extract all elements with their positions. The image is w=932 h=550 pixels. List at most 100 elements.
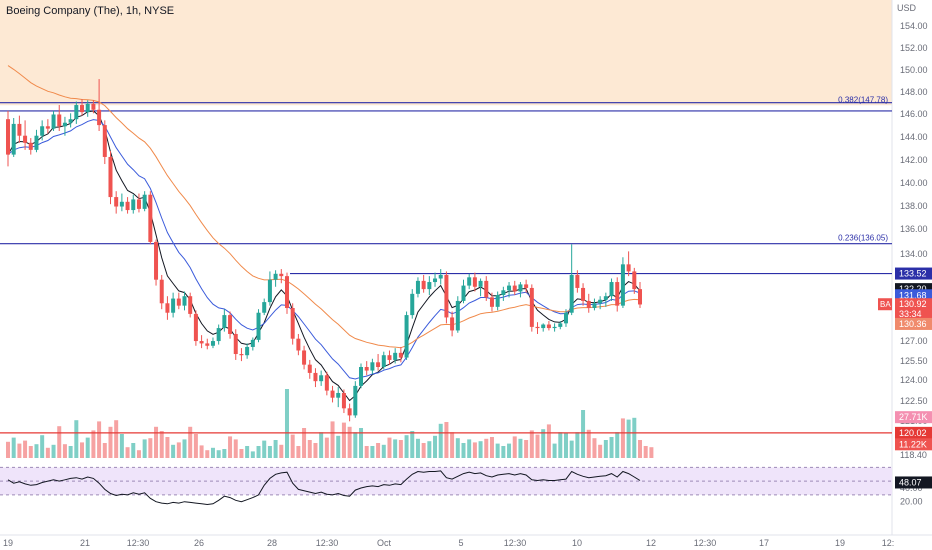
candle[interactable] [11, 118, 16, 157]
candle[interactable] [359, 363, 364, 389]
candle[interactable] [222, 309, 227, 332]
candle[interactable] [210, 337, 215, 349]
candle[interactable] [467, 273, 472, 290]
candle[interactable] [216, 324, 221, 345]
candle[interactable] [256, 309, 261, 343]
candle[interactable] [546, 320, 551, 331]
horizontal-lines[interactable] [0, 102, 892, 434]
candle[interactable] [108, 151, 113, 205]
candle[interactable] [40, 120, 45, 141]
candle[interactable] [410, 289, 415, 319]
candle[interactable] [68, 113, 73, 128]
candle[interactable] [233, 329, 238, 360]
candle[interactable] [615, 277, 620, 312]
candle[interactable] [563, 309, 568, 327]
candle[interactable] [535, 322, 540, 334]
candle[interactable] [62, 116, 67, 136]
candle[interactable] [57, 105, 62, 131]
candle[interactable] [136, 193, 141, 213]
candle[interactable] [620, 257, 625, 309]
candle[interactable] [478, 278, 483, 297]
candle[interactable] [586, 293, 591, 313]
candle[interactable] [450, 311, 455, 337]
candle[interactable] [34, 129, 39, 153]
candle[interactable] [598, 296, 603, 310]
candle[interactable] [341, 389, 346, 414]
candle[interactable] [507, 282, 512, 298]
candle[interactable] [51, 110, 56, 131]
candle[interactable] [484, 276, 489, 301]
candle[interactable] [319, 370, 324, 386]
candle[interactable] [250, 337, 255, 351]
candle[interactable] [193, 310, 198, 346]
candle[interactable] [171, 292, 176, 318]
candle[interactable] [421, 274, 426, 293]
candle[interactable] [575, 270, 580, 293]
candle[interactable] [165, 296, 170, 320]
candle[interactable] [85, 100, 90, 117]
time-axis[interactable]: 19 21 12:30 26 28 12:30 Oct 5 12:30 10 12 12:30 17 19… [3, 538, 894, 548]
candle[interactable] [364, 361, 369, 376]
candle[interactable] [592, 298, 597, 311]
candle[interactable] [438, 269, 443, 285]
candle[interactable] [23, 120, 28, 150]
candle[interactable] [489, 292, 494, 312]
candle[interactable] [313, 368, 318, 388]
candle[interactable] [131, 194, 136, 214]
candle[interactable] [284, 272, 289, 314]
candle[interactable] [501, 286, 506, 301]
candle[interactable] [199, 335, 204, 349]
candle[interactable] [148, 191, 153, 245]
candle[interactable] [307, 359, 312, 379]
candle[interactable] [279, 269, 284, 284]
candle[interactable] [638, 282, 642, 309]
candle[interactable] [80, 99, 85, 116]
candle[interactable] [205, 338, 210, 350]
candle[interactable] [387, 350, 392, 365]
candle[interactable] [581, 283, 586, 306]
candle[interactable] [626, 251, 631, 277]
candle[interactable] [125, 197, 130, 214]
candle[interactable] [603, 292, 608, 307]
candle[interactable] [558, 320, 563, 330]
candle[interactable] [182, 291, 187, 311]
candle[interactable] [97, 79, 102, 131]
candle[interactable] [381, 351, 386, 370]
candle[interactable] [415, 277, 420, 298]
candle[interactable] [404, 311, 409, 360]
candle[interactable] [472, 272, 477, 292]
candle[interactable] [398, 346, 403, 363]
candle[interactable] [427, 276, 432, 296]
candle[interactable] [45, 119, 50, 134]
candle[interactable] [245, 343, 250, 359]
candle[interactable] [393, 348, 398, 364]
candle[interactable] [609, 278, 614, 301]
candle[interactable] [154, 239, 159, 286]
candle[interactable] [119, 193, 124, 212]
candle[interactable] [296, 333, 301, 356]
candle[interactable] [28, 138, 33, 155]
candle[interactable] [176, 292, 181, 310]
candle[interactable] [302, 345, 307, 370]
candle[interactable] [444, 271, 449, 324]
candle[interactable] [461, 279, 466, 304]
candle[interactable] [336, 387, 341, 408]
candle[interactable] [433, 272, 438, 287]
candle[interactable] [142, 191, 147, 212]
candle[interactable] [239, 348, 244, 362]
candle[interactable] [273, 270, 278, 287]
candle[interactable] [353, 381, 358, 418]
candle[interactable] [376, 354, 381, 371]
candle[interactable] [228, 311, 233, 339]
candle[interactable] [6, 110, 10, 167]
candle[interactable] [347, 403, 352, 422]
candle[interactable] [102, 120, 107, 165]
candle[interactable] [455, 296, 460, 333]
candle[interactable] [290, 303, 295, 345]
candle[interactable] [512, 280, 517, 296]
candle[interactable] [74, 101, 79, 124]
candles[interactable] [6, 79, 642, 422]
candle[interactable] [330, 385, 335, 403]
candle[interactable] [262, 298, 267, 316]
